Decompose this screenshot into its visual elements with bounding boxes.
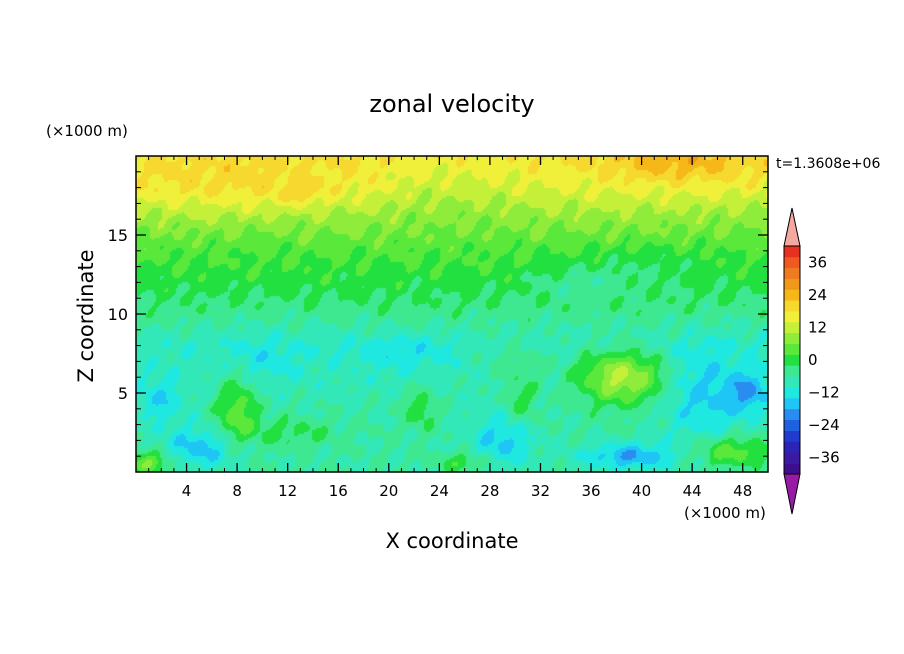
colorbar-segment [784,278,800,290]
y-unit-label: (×1000 m) [46,122,128,140]
plot-frame [135,155,769,473]
colorbar-tick-label: −36 [808,449,840,467]
colorbar-segment [784,322,800,334]
time-label: t=1.3608e+06 [776,156,880,172]
colorbar-tick-label: −24 [808,416,840,434]
colorbar-segment [784,246,800,258]
colorbar-segment [784,430,800,442]
x-tick-label: 40 [632,482,651,500]
colorbar-segment [784,354,800,366]
x-tick-label: 20 [379,482,398,500]
chart-title: zonal velocity [369,90,534,118]
colorbar-segment [784,419,800,431]
colorbar-segment [784,343,800,355]
colorbar-segment [784,289,800,301]
y-tick-label: 5 [118,384,128,403]
x-tick-label: 16 [329,482,348,500]
y-tick-label: 15 [108,226,128,245]
x-tick-label: 28 [480,482,499,500]
colorbar-segment [784,463,800,475]
x-axis-label: X coordinate [385,529,518,553]
colorbar-tick-label: 24 [808,286,827,304]
colorbar-segment [784,332,800,345]
x-axis-ticks: 4 8 12 16 20 24 28 32 36 40 44 48 [148,156,756,500]
colorbar-tick-label: 12 [808,318,827,336]
y-axis-ticks: 5 10 15 [108,171,768,457]
colorbar-tick-label: −12 [808,384,840,402]
x-tick-label: 48 [733,482,752,500]
colorbar-segment [784,441,800,453]
x-tick-label: 12 [278,482,297,500]
x-tick-label: 44 [683,482,702,500]
x-tick-label: 32 [531,482,550,500]
colorbar-segment [784,267,800,279]
colorbar-segment [784,452,800,464]
velocity-field [136,156,768,472]
x-tick-label: 36 [581,482,600,500]
colorbar: 36 24 12 0 −12 −24 −36 [783,207,840,515]
x-tick-label: 8 [232,482,242,500]
colorbar-segment [784,408,800,421]
y-axis-label: Z coordinate [74,249,98,382]
x-unit-label: (×1000 m) [684,504,766,522]
colorbar-segment [784,365,800,377]
colorbar-segment [784,376,800,388]
x-tick-label: 4 [182,482,192,500]
y-tick-label: 10 [108,305,128,324]
colorbar-frame [783,245,801,475]
colorbar-tick-label: 0 [808,351,818,369]
colorbar-segment [784,398,800,410]
colorbar-segment [784,300,800,312]
colorbar-tick-label: 36 [808,253,827,271]
x-tick-label: 24 [430,482,449,500]
colorbar-segment [784,256,800,269]
colorbar-segment [784,311,800,323]
colorbar-segment [784,387,800,399]
